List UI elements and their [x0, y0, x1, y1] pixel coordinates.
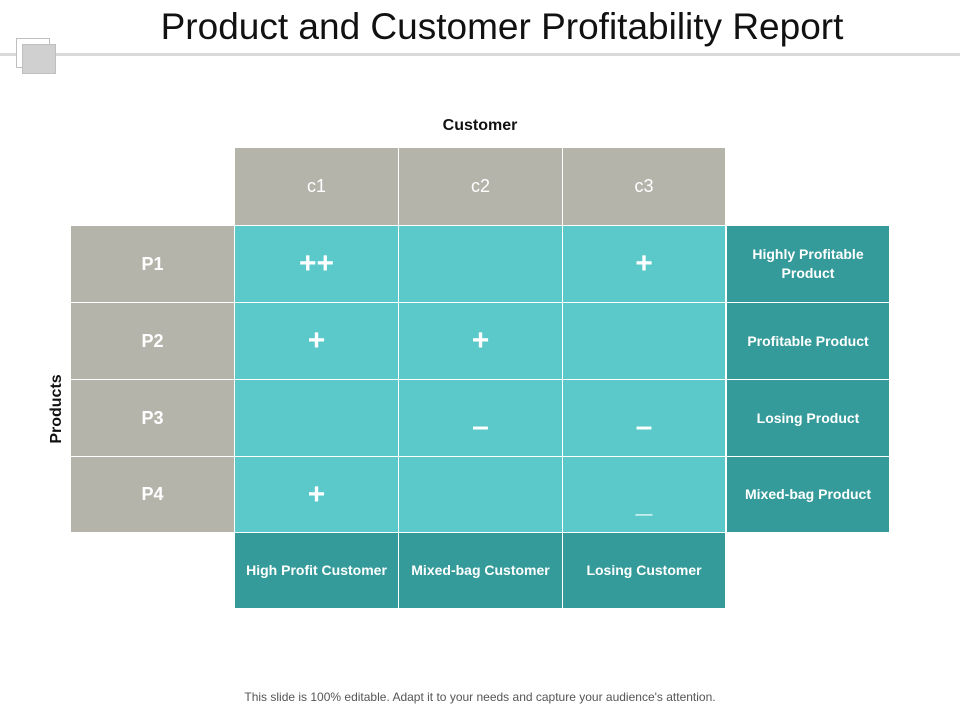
page-title: Product and Customer Profitability Repor… [160, 6, 844, 47]
customer-axis-label: Customer [442, 117, 518, 134]
customer-category-c3: Losing Customer [563, 533, 725, 608]
corner-squares-icon [16, 38, 56, 74]
matrix-cell-p2-c1: + [235, 303, 398, 379]
column-header-c3: c3 [563, 148, 725, 225]
customer-category-c1: High Profit Customer [235, 533, 398, 608]
customer-category-c2: Mixed-bag Customer [399, 533, 562, 608]
matrix-cell-p1-c2 [399, 226, 562, 302]
matrix-cell-p2-c3 [563, 303, 725, 379]
product-category-p3: Losing Product [727, 380, 889, 456]
row-header-p2: P2 [71, 303, 234, 379]
row-header-p3: P3 [71, 380, 234, 456]
row-header-p1: P1 [71, 226, 234, 302]
column-header-c2: c2 [399, 148, 562, 225]
matrix-cell-p4-c3: _ [563, 457, 725, 532]
matrix-cell-p3-c3: – [563, 380, 725, 456]
row-header-p4: P4 [71, 457, 234, 532]
matrix-cell-p3-c2: – [399, 380, 562, 456]
product-category-p4: Mixed-bag Product [727, 457, 889, 532]
column-header-c1: c1 [235, 148, 398, 225]
matrix-cell-p4-c2 [399, 457, 562, 532]
matrix-cell-p1-c3: + [563, 226, 725, 302]
title-divider [0, 53, 960, 56]
product-category-p2: Profitable Product [727, 303, 889, 379]
matrix-cell-p4-c1: + [235, 457, 398, 532]
matrix-cell-p3-c1 [235, 380, 398, 456]
products-axis-label: Products [48, 374, 65, 444]
footer-note: This slide is 100% editable. Adapt it to… [244, 690, 716, 704]
product-category-p1: Highly Profitable Product [727, 226, 889, 302]
matrix-cell-p2-c2: + [399, 303, 562, 379]
matrix-cell-p1-c1: ++ [235, 226, 398, 302]
